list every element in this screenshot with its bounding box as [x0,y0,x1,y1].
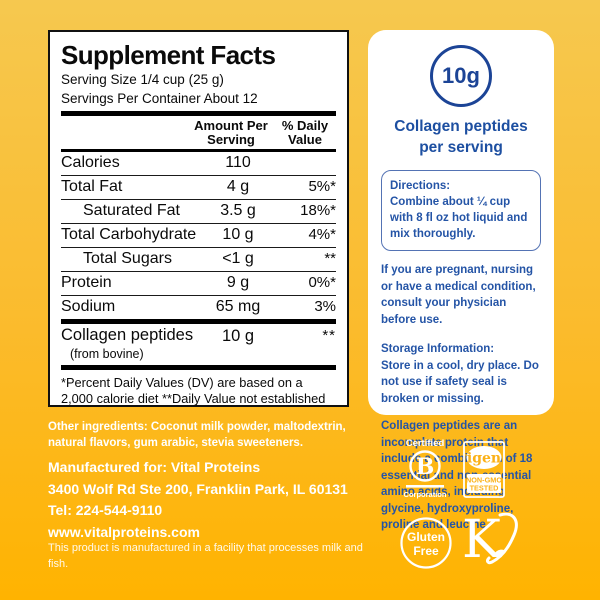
other-ingredients: Other ingredients: Coconut milk powder, … [48,421,346,449]
collagen-amount-circle: 10g [430,45,492,107]
directions-body: Combine about ¼ cup with 8 fl oz hot liq… [390,196,528,240]
supplement-facts-title: Supplement Facts [61,40,276,70]
collagen-amount: 10 g [221,327,255,345]
collagen-row: Collagen peptides (from bovine) 10 g ** [61,324,336,365]
b-corp-icon: Certified B Corporation [404,438,447,499]
subtitle-line2: per serving [419,139,503,156]
divider-thick [61,111,336,116]
divider-thick [61,365,336,370]
nutrient-daily-value: ** [324,250,336,267]
nutrient-amount: <1 g [222,250,254,267]
collagen-highlight-panel: 10g Collagen peptides per serving Direct… [368,30,554,531]
storage-body: Store in a cool, dry place. Do not use i… [381,359,539,405]
amount-header-line2: Serving [207,131,255,147]
igen-nongmo-text: NON-GMO [466,476,502,485]
dv-header-line1: % Daily [281,118,329,133]
nutrient-daily-value: 4%* [308,226,336,243]
table-header-row: Amount Per Serving % Daily Value [61,116,336,149]
nutrient-amount: 9 g [226,274,250,291]
nutrient-daily-value: 5%* [308,178,336,195]
directions-box: Directions: Combine about ¼ cup with 8 f… [381,170,541,251]
manufactured-for: Manufactured for: Vital Proteins [48,459,261,475]
supplement-facts-panel: Supplement Facts Serving Size 1/4 cup (2… [48,30,349,407]
collagen-label-cell: Collagen peptides (from bovine) [61,327,198,363]
subtitle-line1: Collagen peptides [394,118,528,135]
storage-title: Storage Information: [381,343,495,355]
gluten-free-badge: Gluten Free [400,517,452,569]
b-corp-certified-text: Certified [406,438,445,449]
kosher-k-icon: K [462,510,518,570]
igen-non-gmo-badge: igen NON-GMO TESTED [463,441,505,498]
collagen-amount-value: 10g [442,63,480,88]
servings-per-container: Servings Per Container About 12 [61,90,258,106]
gluten-text: Gluten [407,530,445,544]
divider-thick [61,319,336,324]
collagen-label: Collagen peptides [61,326,194,344]
nutrient-label: Total Carbohydrate [61,226,197,243]
manufacturer-address: 3400 Wolf Rd Ste 200, Franklin Park, IL … [48,480,348,497]
collagen-note: Collagen peptides are an incomplete prot… [381,420,533,531]
manufacturer-website: www.vitalproteins.com [48,523,200,540]
collagen-per-serving-label: Collagen peptides per serving [381,116,541,158]
nutrient-amount: 65 mg [215,298,261,315]
amount-per-serving-header: Amount Per Serving [188,119,274,146]
daily-value-footnote: *Percent Daily Values (DV) are based on … [61,375,326,406]
nutrient-row: Protein 9 g 0%* [61,271,336,295]
nutrient-amount: 3.5 g [220,202,256,219]
collagen-sublabel: (from bovine) [70,347,144,361]
nutrient-amount: 110 [225,154,251,171]
b-corp-badge: Certified B Corporation [401,436,449,500]
b-corp-corporation-text: Corporation [404,490,447,499]
serving-size: Serving Size 1/4 cup (25 g) [61,72,224,87]
storage-info: Storage Information: Store in a cool, dr… [381,341,541,407]
nutrient-daily-value: 0%* [308,274,336,291]
dv-header-line2: Value [288,131,322,147]
nutrient-amount: 10 g [222,226,254,243]
igen-icon: igen NON-GMO TESTED [463,441,505,498]
svg-text:B: B [416,454,435,480]
nutrient-label: Calories [61,154,120,171]
igen-tested-text: TESTED [470,484,499,493]
nutrient-row: Total Fat 4 g 5%* [61,175,336,199]
nutrient-label: Saturated Fat [83,202,180,219]
nutrient-row: Total Carbohydrate 10 g 4%* [61,223,336,247]
nutrient-label: Sodium [61,298,116,315]
nutrient-daily-value: 3% [314,298,336,315]
manufacturer-tel: Tel: 224-544-9110 [48,502,163,518]
amount-header-line1: Amount Per [194,118,268,133]
manufacturer-block: Manufactured for: Vital Proteins 3400 Wo… [48,457,378,543]
nutrient-rows: Calories 110 Total Fat 4 g 5%* Saturated Fat 3… [61,152,336,319]
pregnancy-note: If you are pregnant, nursing or have a m… [381,264,536,326]
nutrient-row: Calories 110 [61,152,336,175]
collagen-dv: ** [322,327,336,344]
kosher-badge: K [462,509,524,573]
gluten-free-icon: Gluten Free [400,517,452,569]
directions-title: Directions: [390,180,451,192]
nutrient-amount: 4 g [226,178,250,195]
igen-brand-text: igen [467,451,501,467]
nutrient-label: Total Fat [61,178,123,195]
daily-value-header: % Daily Value [274,119,336,146]
nutrient-label: Protein [61,274,112,291]
allergen-disclaimer: This product is manufactured in a facili… [48,542,363,570]
nutrient-row: Saturated Fat 3.5 g 18%* [61,199,336,223]
nutrient-row: Sodium 65 mg 3% [61,295,336,319]
nutrient-row: Total Sugars <1 g ** [61,247,336,271]
free-text: Free [413,544,439,558]
nutrient-daily-value: 18%* [300,202,336,219]
nutrient-label: Total Sugars [83,250,172,267]
divider-medium [61,149,336,152]
